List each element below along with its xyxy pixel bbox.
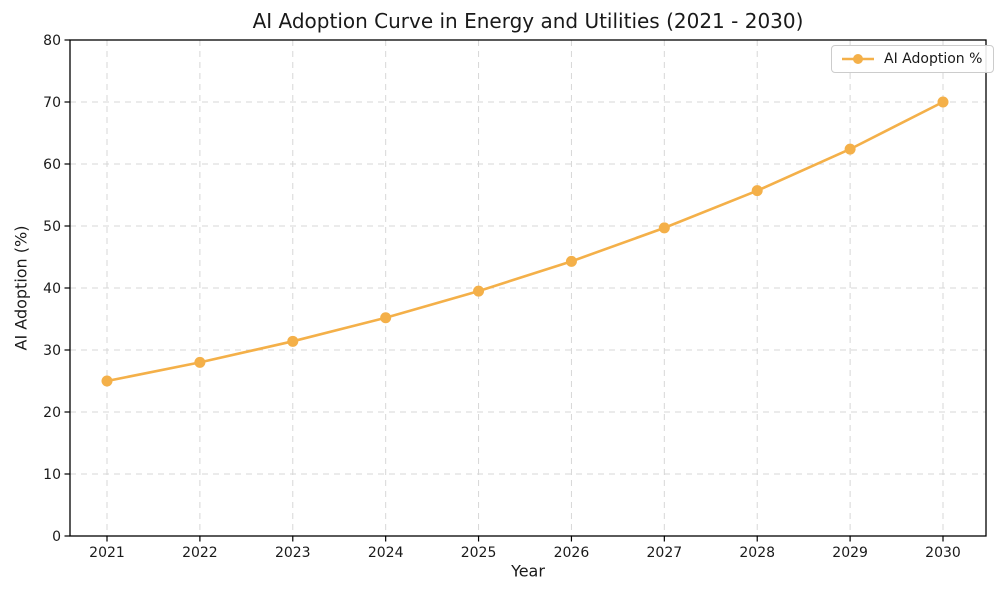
data-point-2026 [565,255,577,267]
axis-ticks [64,39,944,542]
data-point-2022 [194,356,206,368]
y-axis-label: AI Adoption (%) [11,225,31,351]
data-point-2027 [658,222,670,234]
series-layer [101,96,949,387]
x-tick-label: 2028 [739,545,775,561]
y-tick-label: 40 [43,281,61,297]
x-tick-label: 2024 [368,545,404,561]
x-tick-label: 2030 [925,545,961,561]
x-tick-label: 2027 [647,545,683,561]
x-tick-label: 2025 [461,545,497,561]
data-point-2025 [473,285,485,297]
y-tick-label: 50 [43,219,61,235]
data-point-2028 [751,185,763,197]
x-tick-label: 2029 [832,545,868,561]
data-point-2030 [937,96,949,108]
y-tick-label: 20 [43,405,61,421]
y-tick-label: 60 [43,157,61,173]
chart-title: AI Adoption Curve in Energy and Utilitie… [252,9,804,33]
data-point-2024 [380,312,392,324]
data-point-2021 [101,375,113,387]
legend-series-label: AI Adoption % [884,51,983,67]
x-tick-label: 2026 [554,545,590,561]
legend: AI Adoption % [831,45,995,73]
tick-labels: 2021 2022 2023 2024 2025 2026 2027 2028 2029 2030… [43,33,961,561]
y-tick-label: 80 [43,33,61,49]
x-tick-label: 2022 [182,545,218,561]
legend-marker-icon [842,54,874,64]
x-tick-label: 2021 [89,545,125,561]
data-point-2029 [844,143,856,155]
y-tick-label: 0 [52,529,61,545]
plot-border [69,39,987,537]
x-axis-label: Year [511,561,545,581]
x-tick-label: 2023 [275,545,311,561]
data-point-2023 [287,335,299,347]
y-tick-label: 10 [43,467,61,483]
y-tick-label: 30 [43,343,61,359]
adoption-line [105,100,945,383]
grid-layer [70,39,986,537]
y-tick-label: 70 [43,95,61,111]
